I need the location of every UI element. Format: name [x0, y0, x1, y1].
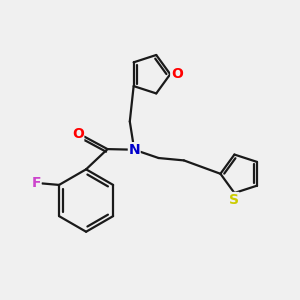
Text: S: S — [229, 193, 239, 206]
Text: O: O — [72, 127, 84, 141]
Text: N: N — [128, 143, 140, 157]
Text: F: F — [32, 176, 41, 190]
Text: O: O — [171, 67, 183, 81]
